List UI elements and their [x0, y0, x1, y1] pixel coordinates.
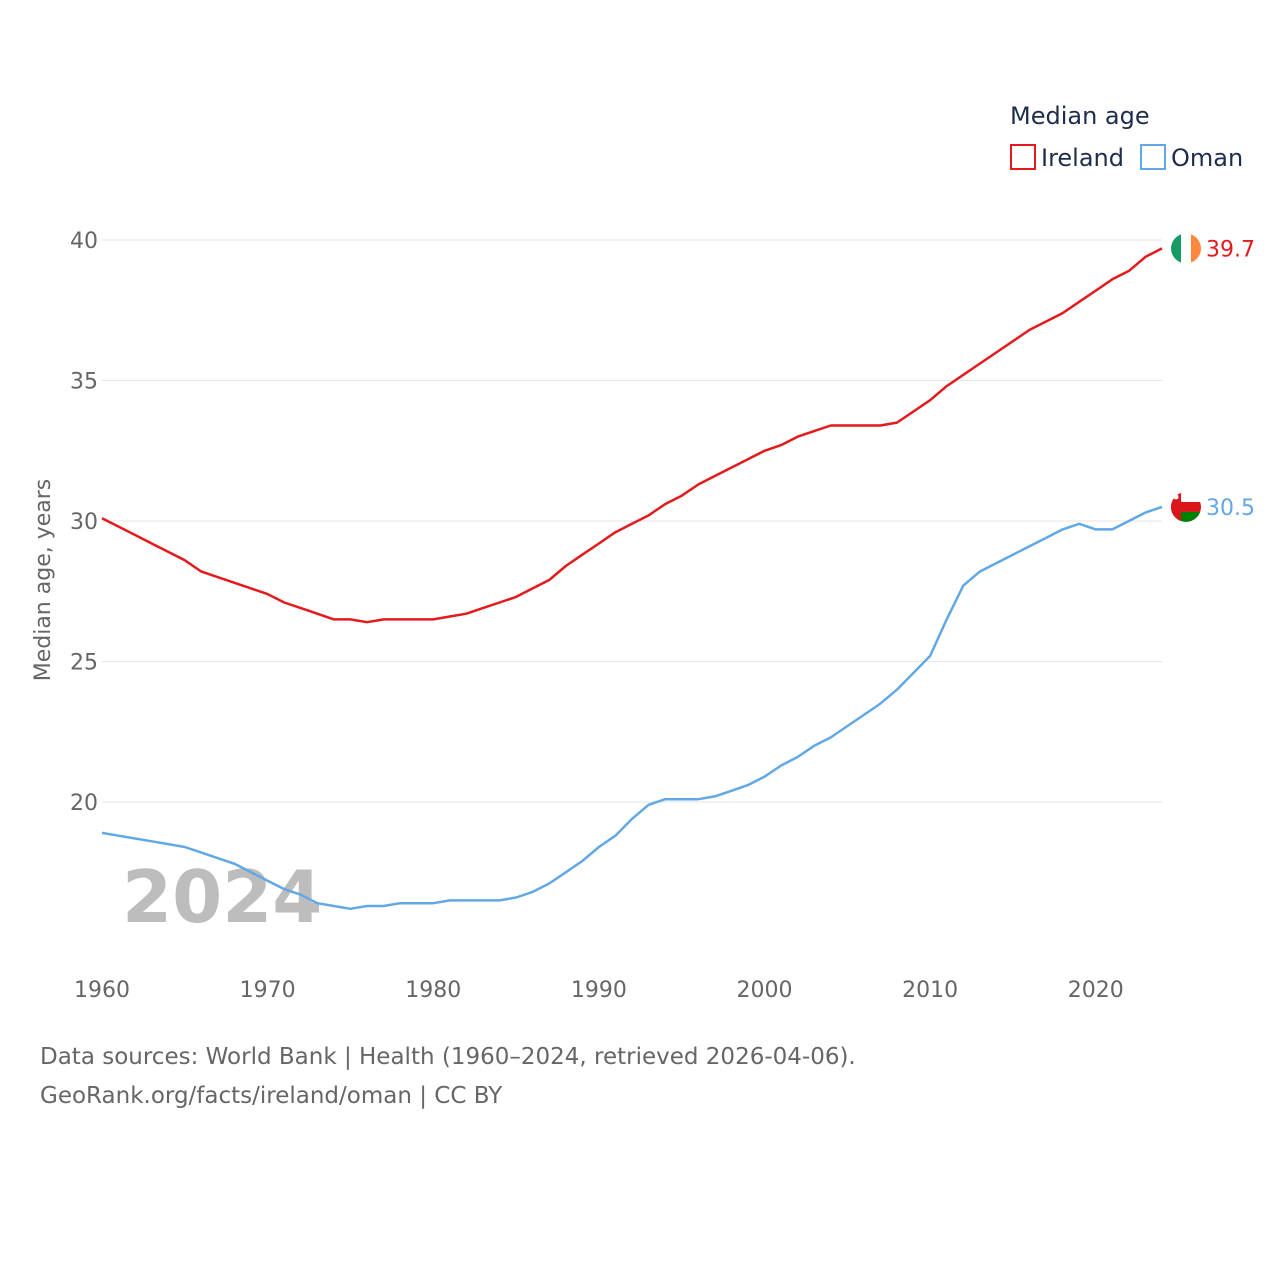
oman-flag-icon — [1171, 491, 1201, 522]
series-end-markers: 39.7 30.5 — [1171, 233, 1255, 522]
y-tick-25: 25 — [70, 651, 98, 676]
legend-title: Median age — [1010, 102, 1150, 130]
legend-swatch-ireland — [1010, 144, 1036, 170]
data-sources-note: Data sources: World Bank | Health (1960–… — [40, 1044, 856, 1070]
year-label: 2024 — [122, 855, 322, 939]
y-tick-35: 35 — [70, 370, 98, 395]
x-tick-2000: 2000 — [737, 978, 793, 1003]
legend-swatch-oman — [1140, 144, 1166, 170]
x-tick-1990: 1990 — [571, 978, 627, 1003]
grid-lines — [102, 239, 1162, 803]
end-value-oman: 30.5 — [1206, 496, 1255, 521]
legend-label-oman: Oman — [1171, 144, 1243, 172]
series-lines — [101, 247, 1163, 911]
x-tick-1970: 1970 — [240, 978, 296, 1003]
y-axis-label: Median age, years — [31, 479, 56, 682]
x-tick-2020: 2020 — [1068, 978, 1124, 1003]
series-line-ireland — [101, 247, 1163, 624]
y-tick-20: 20 — [70, 791, 98, 816]
y-tick-30: 30 — [70, 510, 98, 535]
x-axis-ticks: 1960 1970 1980 1990 2000 2010 2020 — [74, 978, 1124, 1003]
legend[interactable]: Median age Ireland Oman — [1010, 102, 1243, 172]
legend-item-oman[interactable]: Oman — [1140, 144, 1243, 172]
x-tick-2010: 2010 — [902, 978, 958, 1003]
x-tick-1960: 1960 — [74, 978, 130, 1003]
end-value-ireland: 39.7 — [1206, 237, 1255, 262]
y-tick-40: 40 — [70, 229, 98, 254]
legend-item-ireland[interactable]: Ireland — [1010, 144, 1124, 172]
x-tick-1980: 1980 — [405, 978, 461, 1003]
legend-label-ireland: Ireland — [1041, 144, 1124, 172]
series-line-oman — [101, 505, 1163, 911]
y-axis-ticks: 20 25 30 35 40 — [70, 229, 98, 816]
credit-link[interactable]: GeoRank.org/facts/ireland/oman | CC BY — [40, 1083, 503, 1109]
ireland-flag-icon — [1171, 233, 1201, 264]
